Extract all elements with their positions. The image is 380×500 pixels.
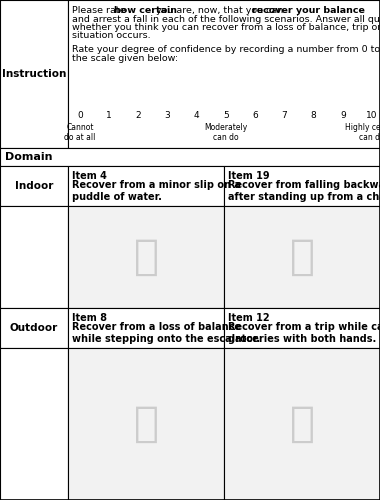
Text: situation occurs.: situation occurs. <box>72 32 150 40</box>
Text: Rate your degree of confidence by recording a number from 0 to 10 using: Rate your degree of confidence by record… <box>72 45 380 54</box>
Bar <box>68 166 224 206</box>
Text: how certain: how certain <box>114 6 177 15</box>
Text: 9: 9 <box>340 111 346 120</box>
Text: Item 19: Item 19 <box>228 171 270 181</box>
Text: 6: 6 <box>252 111 258 120</box>
Text: the scale given below:: the scale given below: <box>72 54 178 62</box>
Text: Cannot
do at all: Cannot do at all <box>64 123 96 142</box>
Text: 5: 5 <box>223 111 229 120</box>
Bar <box>0 166 68 206</box>
Text: Recover from a loss of balance
while stepping onto the escalator.: Recover from a loss of balance while ste… <box>72 322 260 344</box>
Text: Recover from a trip while carrying
groceries with both hands.: Recover from a trip while carrying groce… <box>228 322 380 344</box>
Text: Moderately
can do: Moderately can do <box>204 123 248 142</box>
Text: Item 8: Item 8 <box>72 313 107 323</box>
Text: you are, now, that you can: you are, now, that you can <box>153 6 287 15</box>
Text: Recover from falling backwards
after standing up from a chair.: Recover from falling backwards after sta… <box>228 180 380 203</box>
Bar <box>0 308 68 348</box>
Text: 〜: 〜 <box>290 236 315 278</box>
Text: Recover from a minor slip on a
puddle of water.: Recover from a minor slip on a puddle of… <box>72 180 241 203</box>
Text: and arrest a fall in each of the following scenarios. Answer all questions to: and arrest a fall in each of the followi… <box>72 14 380 24</box>
Text: 8: 8 <box>311 111 317 120</box>
Text: 〜: 〜 <box>133 236 158 278</box>
Bar <box>68 308 224 348</box>
Bar <box>224 308 380 348</box>
Bar <box>68 0 380 148</box>
Text: 3: 3 <box>165 111 171 120</box>
Bar <box>0 348 68 500</box>
Text: 10: 10 <box>366 111 378 120</box>
Bar <box>224 166 380 206</box>
Text: Highly certain
can do: Highly certain can do <box>345 123 380 142</box>
Bar <box>68 206 224 308</box>
Text: Outdoor: Outdoor <box>10 323 58 333</box>
Text: Item 4: Item 4 <box>72 171 107 181</box>
Bar <box>0 206 68 308</box>
Bar <box>0 0 68 148</box>
Text: Instruction: Instruction <box>2 69 66 79</box>
Text: Indoor: Indoor <box>15 181 53 191</box>
Bar <box>224 206 380 308</box>
Text: 4: 4 <box>194 111 200 120</box>
Bar <box>224 348 380 500</box>
Text: 〜: 〜 <box>133 403 158 445</box>
Text: recover your balance: recover your balance <box>252 6 365 15</box>
Bar <box>68 348 224 500</box>
Text: 1: 1 <box>106 111 112 120</box>
Text: 2: 2 <box>136 111 141 120</box>
Text: Please rate: Please rate <box>72 6 128 15</box>
Text: Domain: Domain <box>5 152 52 162</box>
Text: 〜: 〜 <box>290 403 315 445</box>
Bar <box>0 148 380 166</box>
Text: 7: 7 <box>282 111 287 120</box>
Text: 0: 0 <box>77 111 83 120</box>
Text: Item 12: Item 12 <box>228 313 270 323</box>
Text: whether you think you can recover from a loss of balance, trip or slip if the: whether you think you can recover from a… <box>72 23 380 32</box>
